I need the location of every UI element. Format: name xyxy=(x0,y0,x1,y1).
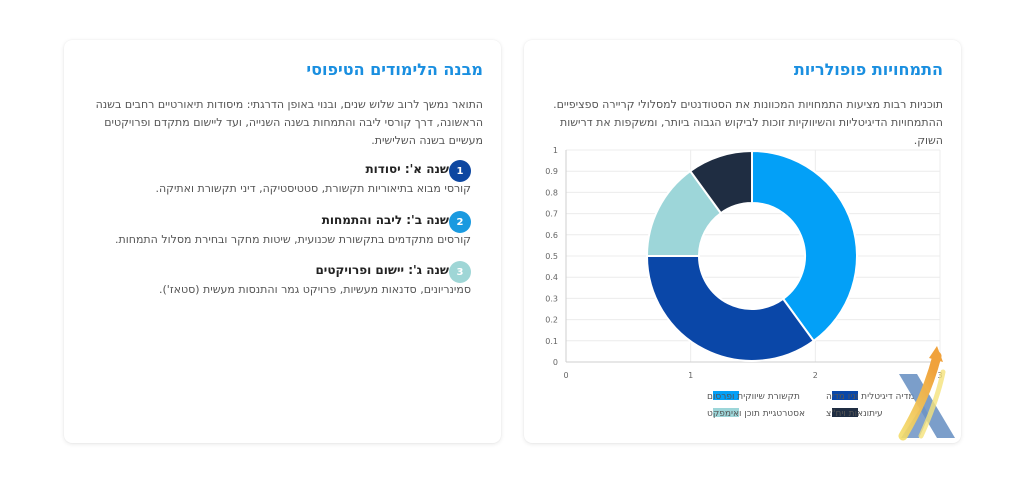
y-tick-label: 0.8 xyxy=(545,188,558,197)
legend-label: אסטרטגיית תוכן ואימפקט xyxy=(707,409,805,419)
y-tick-label: 0 xyxy=(553,358,558,367)
legend-item[interactable]: תקשורת שיווקית ופרסום xyxy=(707,391,800,402)
step-description: קורסי מבוא בתיאוריות תקשורת, סטטיסטיקה, … xyxy=(155,182,471,195)
y-tick-label: 0.7 xyxy=(545,210,558,219)
specializations-title: התמחויות פופולריות xyxy=(793,60,943,79)
legend-label: מדיה דיגיטלית וניו מדיה xyxy=(826,392,914,402)
step-title: שנה ב': ליבה והתמחות xyxy=(321,213,449,227)
study-structure-description: התואר נמשך לרוב שלוש שנים, ובנוי באופן ה… xyxy=(95,98,483,147)
study-structure-title: מבנה הלימודים הטיפוסי xyxy=(306,60,483,79)
specializations-card: התמחויות פופולריות תוכניות רבות מציעות ה… xyxy=(524,40,961,443)
step-description: סמינריונים, סדנאות מעשיות, פרויקט גמר וה… xyxy=(159,283,471,296)
chart-legend: מדיה דיגיטלית וניו מדיה תקשורת שיווקית ופ… xyxy=(707,391,914,419)
step-title: שנה א': יסודות xyxy=(365,162,449,176)
legend-item[interactable]: עיתונאות ויח"צ xyxy=(826,408,883,419)
step-description: קורסים מתקדמים בתקשורת שכנועית, שיטות מח… xyxy=(115,233,471,246)
legend-swatch xyxy=(713,391,739,400)
legend-swatch xyxy=(832,408,858,417)
y-tick-label: 0.3 xyxy=(545,294,558,303)
step-number-badge: 1 xyxy=(449,160,471,182)
y-tick-label: 0.9 xyxy=(545,167,558,176)
chart-y-ticks: 0 0.1 0.2 0.3 0.4 0.5 0.6 0.7 0.8 0.9 1 xyxy=(545,146,558,367)
donut-slice-2 xyxy=(645,255,816,362)
legend-item[interactable]: מדיה דיגיטלית וניו מדיה xyxy=(826,391,914,402)
x-tick-label: 2 xyxy=(813,371,818,380)
legend-label: עיתונאות ויח"צ xyxy=(826,409,883,419)
legend-swatch xyxy=(713,408,739,417)
y-tick-label: 0.4 xyxy=(545,273,558,282)
x-tick-label: 0 xyxy=(563,371,568,380)
x-tick-label: 1 xyxy=(688,371,693,380)
y-tick-label: 0.6 xyxy=(545,231,558,240)
y-tick-label: 0.2 xyxy=(545,316,558,325)
step-number-badge: 3 xyxy=(449,261,471,283)
donut-slice-1 xyxy=(751,149,858,343)
specializations-description: תוכניות רבות מציעות התמחויות המכוונות את… xyxy=(553,98,943,147)
y-tick-label: 1 xyxy=(553,146,558,155)
y-tick-label: 0.5 xyxy=(545,252,558,261)
donut-slice-4 xyxy=(688,149,753,215)
legend-swatch xyxy=(832,391,858,400)
step-title: שנה ג': יישום ופרויקטים xyxy=(315,263,449,277)
study-structure-card: מבנה הלימודים הטיפוסי התואר נמשך לרוב של… xyxy=(64,40,501,443)
legend-label: תקשורת שיווקית ופרסום xyxy=(707,392,800,402)
legend-item[interactable]: אסטרטגיית תוכן ואימפקט xyxy=(707,408,805,419)
x-arrow-logo-icon xyxy=(898,346,955,441)
y-tick-label: 0.1 xyxy=(545,337,558,346)
chart-slices xyxy=(645,149,858,362)
step-number-badge: 2 xyxy=(449,211,471,233)
